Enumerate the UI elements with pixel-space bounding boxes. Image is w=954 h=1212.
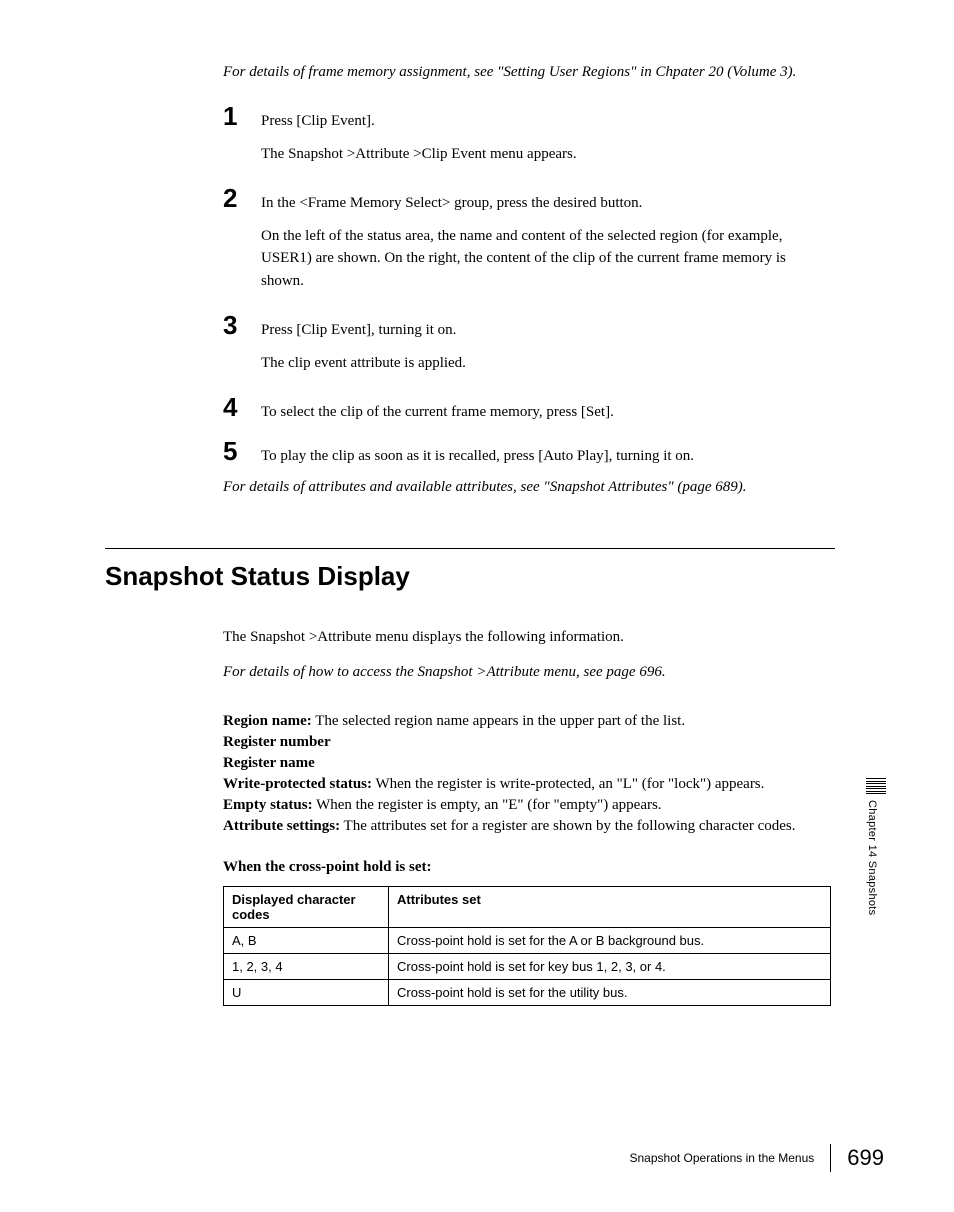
section-divider xyxy=(105,548,835,549)
chapter-label: Chapter 14 Snapshots xyxy=(866,800,878,915)
table-header: Attributes set xyxy=(389,887,831,928)
def-empty-status: Empty status: When the register is empty… xyxy=(223,795,825,816)
table-caption: When the cross-point hold is set: xyxy=(223,859,825,876)
def-attribute-settings: Attribute settings: The attributes set f… xyxy=(223,816,825,837)
definition-list: Region name: The selected region name ap… xyxy=(223,711,825,837)
closing-note: For details of attributes and available … xyxy=(223,477,825,498)
character-codes-table: Displayed character codes Attributes set… xyxy=(223,886,831,1006)
def-text: When the register is empty, an "E" (for … xyxy=(313,797,662,813)
section-intro: The Snapshot >Attribute menu displays th… xyxy=(223,626,825,649)
table-cell: A, B xyxy=(224,928,389,954)
def-register-number: Register number xyxy=(223,732,825,753)
def-text: When the register is write-protected, an… xyxy=(372,776,764,792)
table-row: 1, 2, 3, 4 Cross-point hold is set for k… xyxy=(224,954,831,980)
step-text: In the <Frame Memory Select> group, pres… xyxy=(261,188,825,215)
step-text: Press [Clip Event], turning it on. xyxy=(261,315,825,342)
table-cell: 1, 2, 3, 4 xyxy=(224,954,389,980)
def-text: The attributes set for a register are sh… xyxy=(340,818,795,834)
section-reference: For details of how to access the Snapsho… xyxy=(223,661,825,684)
page-footer: Snapshot Operations in the Menus 699 xyxy=(630,1144,885,1172)
step-5: 5 To play the clip as soon as it is reca… xyxy=(105,436,825,468)
footer-divider xyxy=(830,1144,831,1172)
step-1: 1 Press [Clip Event]. xyxy=(105,101,825,133)
step-followup: The Snapshot >Attribute >Clip Event menu… xyxy=(261,143,825,166)
def-label: Empty status: xyxy=(223,797,313,813)
table-row: A, B Cross-point hold is set for the A o… xyxy=(224,928,831,954)
def-region-name: Region name: The selected region name ap… xyxy=(223,711,825,732)
step-number: 5 xyxy=(223,436,261,467)
def-text: The selected region name appears in the … xyxy=(312,713,685,729)
def-label: Write-protected status: xyxy=(223,776,372,792)
step-number: 4 xyxy=(223,392,261,423)
def-label: Register number xyxy=(223,734,331,750)
step-number: 3 xyxy=(223,310,261,341)
sidetab-lines-icon xyxy=(866,778,886,794)
chapter-side-tab: Chapter 14 Snapshots xyxy=(866,778,886,915)
def-label: Attribute settings: xyxy=(223,818,340,834)
step-text: To play the clip as soon as it is recall… xyxy=(261,441,825,468)
step-followup: On the left of the status area, the name… xyxy=(261,225,825,293)
intro-note: For details of frame memory assignment, … xyxy=(223,62,825,83)
def-label: Register name xyxy=(223,755,315,771)
table-cell: Cross-point hold is set for the A or B b… xyxy=(389,928,831,954)
def-label: Region name: xyxy=(223,713,312,729)
step-text: To select the clip of the current frame … xyxy=(261,397,825,424)
table-cell: Cross-point hold is set for key bus 1, 2… xyxy=(389,954,831,980)
table-cell: Cross-point hold is set for the utility … xyxy=(389,980,831,1006)
step-2: 2 In the <Frame Memory Select> group, pr… xyxy=(105,183,825,215)
step-text: Press [Clip Event]. xyxy=(261,106,825,133)
step-4: 4 To select the clip of the current fram… xyxy=(105,392,825,424)
table-cell: U xyxy=(224,980,389,1006)
def-register-name: Register name xyxy=(223,753,825,774)
table-header: Displayed character codes xyxy=(224,887,389,928)
step-3: 3 Press [Clip Event], turning it on. xyxy=(105,310,825,342)
step-number: 1 xyxy=(223,101,261,132)
page-number: 699 xyxy=(847,1145,884,1171)
def-write-protected: Write-protected status: When the registe… xyxy=(223,774,825,795)
section-heading: Snapshot Status Display xyxy=(105,561,825,592)
footer-section-title: Snapshot Operations in the Menus xyxy=(630,1151,815,1165)
table-header-row: Displayed character codes Attributes set xyxy=(224,887,831,928)
step-followup: The clip event attribute is applied. xyxy=(261,352,825,375)
table-row: U Cross-point hold is set for the utilit… xyxy=(224,980,831,1006)
step-number: 2 xyxy=(223,183,261,214)
